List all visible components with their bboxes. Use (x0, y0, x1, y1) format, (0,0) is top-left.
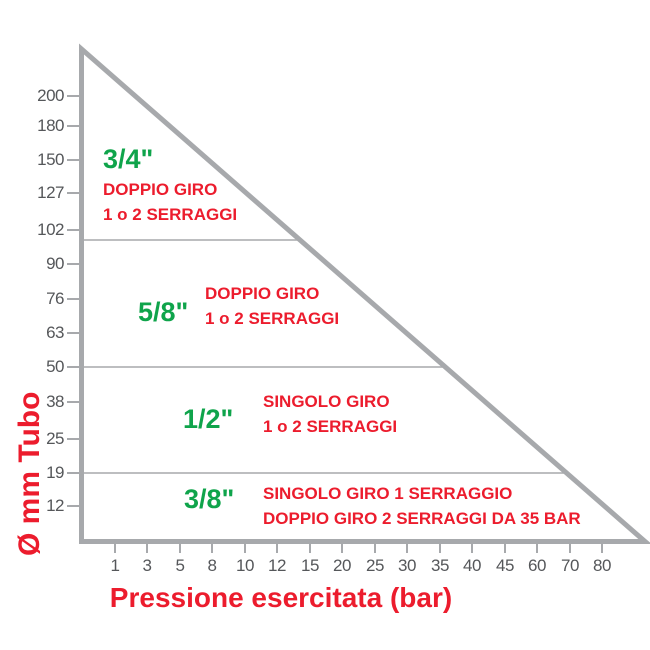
y-tick-label: 25 (46, 429, 64, 448)
x-tick-label: 30 (398, 556, 416, 575)
x-tick-label: 35 (431, 556, 449, 575)
x-tick-label: 10 (236, 556, 254, 575)
instruction-line: 1 o 2 SERRAGGI (263, 417, 398, 436)
y-axis-title: Ø mm Tubo (13, 391, 46, 556)
instruction-line: SINGOLO GIRO 1 SERRAGGIO (263, 484, 513, 503)
region-size-1-2: 1/2" (183, 404, 234, 434)
instruction-line: DOPPIO GIRO (205, 284, 320, 303)
chart-triangle-outline (79, 43, 650, 544)
region-instructions-3-8: SINGOLO GIRO 1 SERRAGGIO DOPPIO GIRO 2 S… (263, 481, 581, 531)
region-size-3-4: 3/4" (103, 144, 154, 174)
y-tick-label: 180 (37, 116, 64, 135)
y-tick-label: 200 (37, 86, 64, 105)
x-tick-label: 45 (496, 556, 514, 575)
x-tick-label: 1 (110, 556, 120, 575)
instruction-line: 1 o 2 SERRAGGI (103, 205, 238, 224)
x-tick-label: 3 (142, 556, 152, 575)
instruction-line: SINGOLO GIRO (263, 392, 390, 411)
region-divider-lines (83, 239, 567, 474)
x-tick-label: 15 (301, 556, 319, 575)
x-axis-title: Pressione esercitata (bar) (109, 582, 453, 613)
y-tick-label: 12 (46, 496, 64, 515)
instruction-line: DOPPIO GIRO 2 SERRAGGI DA 35 BAR (263, 509, 581, 528)
region-size-5-8: 5/8" (138, 297, 189, 327)
y-tick-label: 127 (37, 183, 64, 202)
y-tick-label: 63 (46, 323, 64, 342)
axis-ticks (67, 95, 603, 553)
x-tick-label: 70 (561, 556, 579, 575)
region-instructions-5-8: DOPPIO GIRO 1 o 2 SERRAGGI (205, 281, 339, 331)
region-size-3-8: 3/8" (184, 484, 235, 514)
y-tick-label: 150 (37, 150, 64, 169)
region-instructions-1-2: SINGOLO GIRO 1 o 2 SERRAGGI (263, 389, 397, 439)
instruction-line: 1 o 2 SERRAGGI (205, 309, 340, 328)
x-tick-label: 12 (268, 556, 286, 575)
x-tick-label: 40 (463, 556, 481, 575)
x-tick-label: 20 (333, 556, 351, 575)
y-tick-label: 102 (37, 220, 64, 239)
x-tick-label: 25 (366, 556, 384, 575)
x-tick-label: 5 (175, 556, 185, 575)
x-tick-label: 80 (593, 556, 611, 575)
instruction-line: DOPPIO GIRO (103, 180, 218, 199)
region-instructions-3-4: DOPPIO GIRO 1 o 2 SERRAGGI (103, 177, 237, 227)
x-tick-label: 8 (207, 556, 217, 575)
y-tick-label: 50 (46, 357, 64, 376)
y-tick-label: 19 (46, 463, 64, 482)
x-tick-label: 60 (528, 556, 546, 575)
y-tick-label: 38 (46, 392, 64, 411)
y-tick-label: 90 (46, 254, 64, 273)
y-tick-label: 76 (46, 289, 64, 308)
